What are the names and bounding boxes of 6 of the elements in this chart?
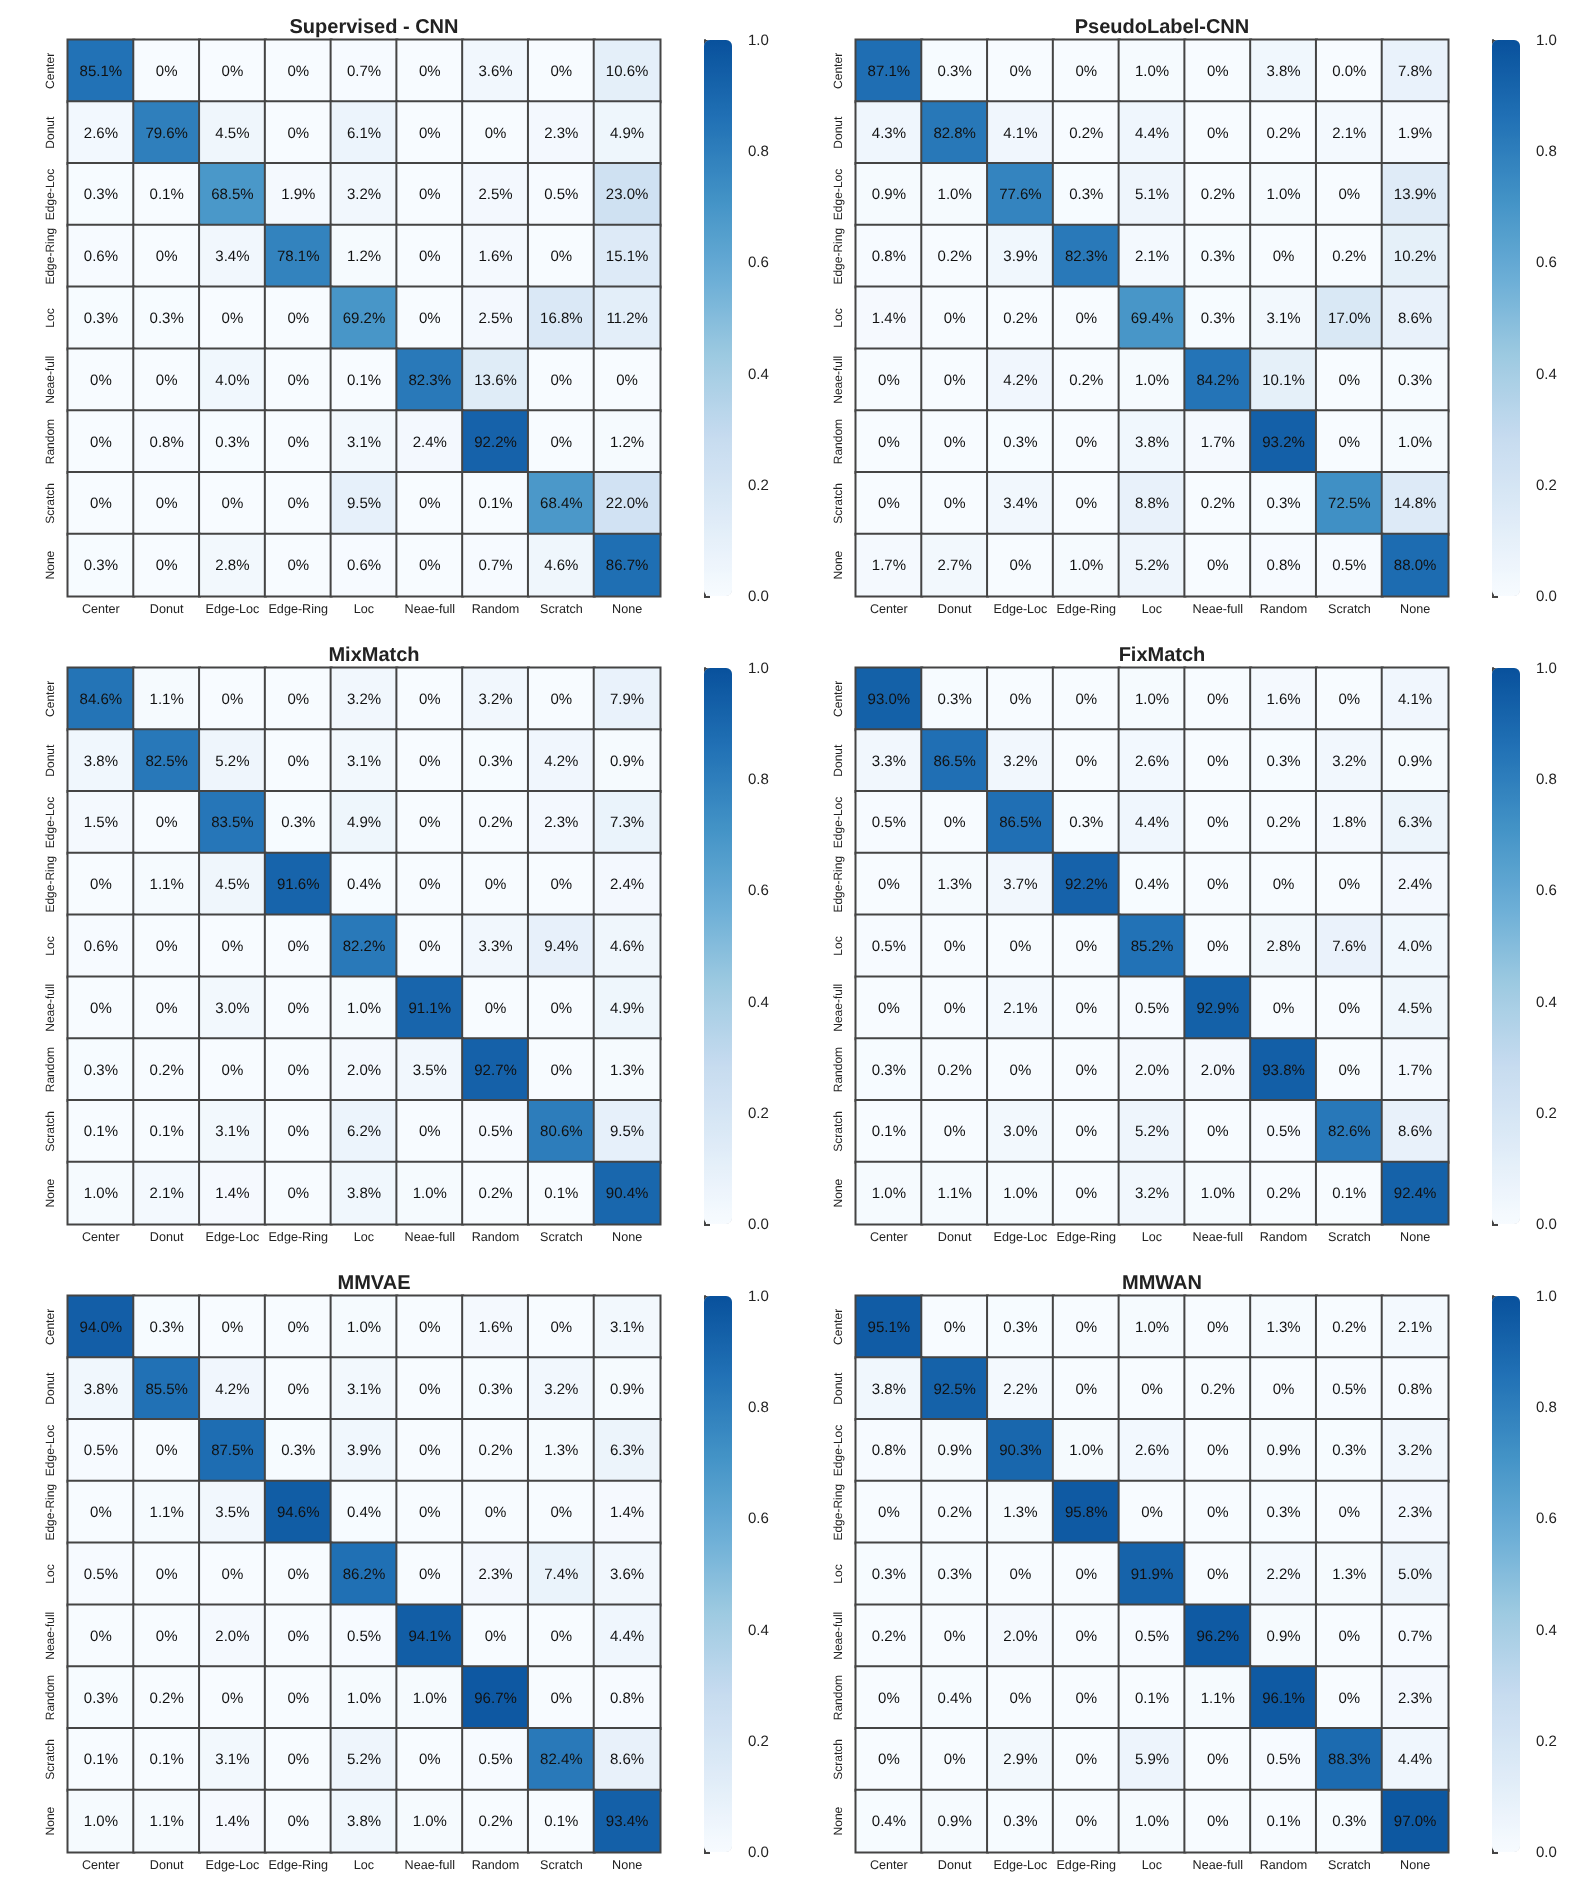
chart-title: MMWAN	[1122, 1273, 1202, 1295]
chart-title: Supervised - CNN	[289, 17, 459, 39]
chart-title: MixMatch	[328, 645, 420, 667]
chart-title: MMVAE	[337, 1273, 412, 1295]
chart-title: FixMatch	[1118, 645, 1206, 667]
chart-title: PseudoLabel-CNN	[1074, 17, 1250, 39]
